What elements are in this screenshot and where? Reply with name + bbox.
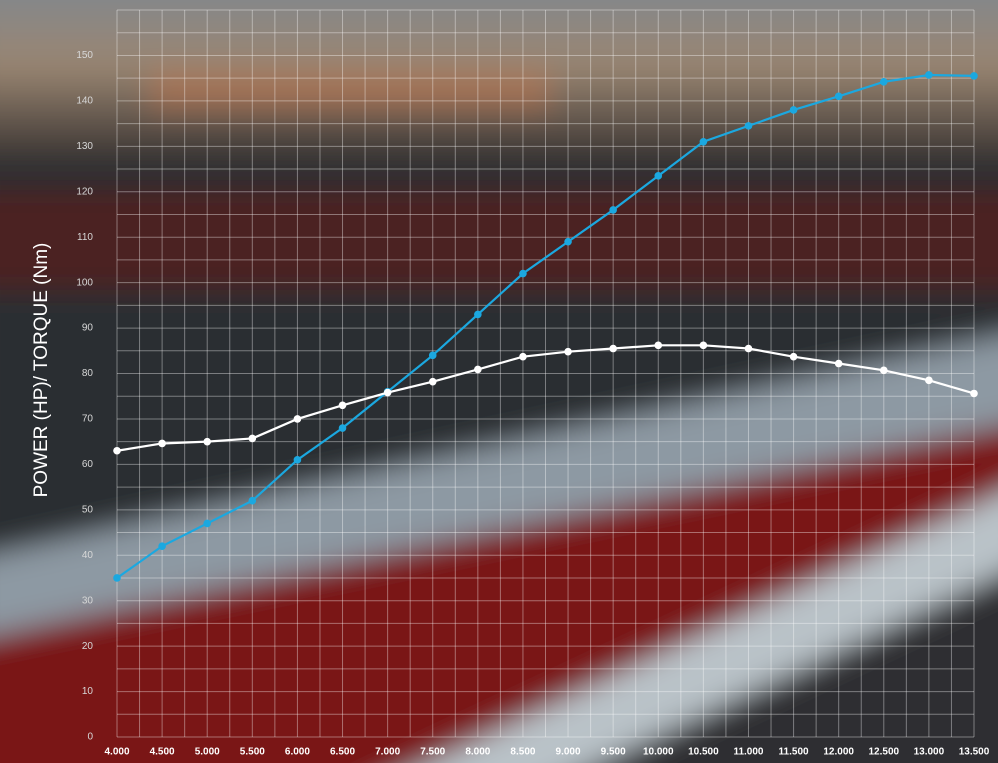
x-tick-label: 13.500 bbox=[959, 747, 990, 758]
y-tick-label: 150 bbox=[76, 50, 93, 61]
x-tick-label: 6.000 bbox=[285, 747, 310, 758]
data-point bbox=[970, 72, 978, 80]
x-tick-label: 4.500 bbox=[150, 747, 175, 758]
y-tick-label: 120 bbox=[76, 186, 93, 197]
y-tick-label: 70 bbox=[82, 414, 94, 425]
grid: 0 10 20 30 40 50 60 70 80 90 100 110 120 130 140 150 4.0… bbox=[76, 9, 990, 758]
x-tick-label: 9.500 bbox=[601, 747, 626, 758]
data-point bbox=[879, 77, 888, 86]
data-point bbox=[925, 376, 933, 385]
data-point bbox=[789, 106, 798, 114]
data-point bbox=[338, 424, 347, 432]
x-tick-label: 7.500 bbox=[420, 747, 445, 758]
series-line bbox=[116, 344, 975, 452]
x-tick-label: 5.500 bbox=[240, 747, 265, 758]
x-tick-label: 8.500 bbox=[510, 747, 535, 758]
x-tick-label: 7.000 bbox=[375, 747, 400, 758]
data-point bbox=[744, 122, 753, 130]
data-point bbox=[970, 389, 978, 398]
x-tick-label: 4.000 bbox=[104, 747, 129, 758]
data-point bbox=[834, 92, 843, 101]
data-point bbox=[293, 456, 302, 464]
data-point bbox=[474, 310, 482, 319]
data-point bbox=[248, 434, 257, 443]
data-point bbox=[158, 439, 166, 448]
data-point bbox=[203, 519, 212, 528]
x-tick-label: 12.000 bbox=[823, 747, 854, 758]
data-point bbox=[203, 437, 212, 446]
y-tick-label: 60 bbox=[82, 459, 94, 470]
data-point bbox=[383, 388, 392, 397]
y-tick-label: 50 bbox=[82, 504, 94, 515]
data-point bbox=[113, 574, 121, 582]
data-point bbox=[879, 366, 888, 375]
series-line bbox=[116, 73, 975, 579]
y-tick-label: 10 bbox=[82, 686, 94, 697]
x-tick-label: 10.500 bbox=[688, 747, 719, 758]
x-tick-label: 9.000 bbox=[556, 747, 581, 758]
y-axis-label: POWER (HP)/ TORQUE (Nm) bbox=[31, 243, 52, 498]
y-tick-label: 130 bbox=[76, 141, 93, 152]
data-point bbox=[609, 206, 617, 214]
data-point bbox=[834, 359, 843, 368]
plot bbox=[113, 71, 978, 582]
data-point bbox=[338, 401, 347, 410]
y-tick-label: 90 bbox=[82, 323, 94, 334]
data-point bbox=[654, 172, 663, 180]
data-point bbox=[428, 351, 437, 360]
x-tick-label: 11.000 bbox=[733, 747, 763, 758]
data-point bbox=[158, 542, 166, 550]
data-point bbox=[654, 341, 663, 350]
x-tick-label: 6.500 bbox=[330, 747, 355, 758]
data-point bbox=[519, 269, 527, 278]
y-tick-label: 40 bbox=[82, 550, 94, 561]
data-point bbox=[564, 347, 572, 356]
y-tick-label: 100 bbox=[76, 277, 93, 288]
data-point bbox=[609, 344, 617, 353]
y-tick-label: 80 bbox=[82, 368, 94, 379]
data-point bbox=[564, 237, 572, 246]
data-point bbox=[925, 71, 933, 79]
data-point bbox=[428, 377, 437, 386]
data-point bbox=[699, 341, 708, 350]
x-tick-label: 5.000 bbox=[195, 747, 220, 758]
y-tick-label: 110 bbox=[77, 232, 93, 243]
data-point bbox=[699, 137, 708, 146]
y-tick-label: 30 bbox=[82, 595, 94, 606]
y-tick-label: 0 bbox=[87, 732, 93, 743]
x-tick-label: 13.000 bbox=[914, 747, 945, 758]
x-tick-label: 11.500 bbox=[779, 747, 809, 758]
data-point bbox=[474, 365, 482, 374]
data-point bbox=[113, 446, 121, 455]
x-tick-label: 10.000 bbox=[643, 747, 674, 758]
data-point bbox=[789, 352, 798, 361]
data-point bbox=[519, 352, 527, 361]
data-point bbox=[744, 344, 753, 353]
data-point bbox=[293, 415, 302, 423]
data-point bbox=[248, 496, 257, 505]
y-tick-label: 140 bbox=[76, 96, 93, 107]
y-tick-label: 20 bbox=[82, 641, 94, 652]
x-tick-label: 8.000 bbox=[465, 747, 490, 758]
x-tick-label: 12.500 bbox=[868, 747, 899, 758]
